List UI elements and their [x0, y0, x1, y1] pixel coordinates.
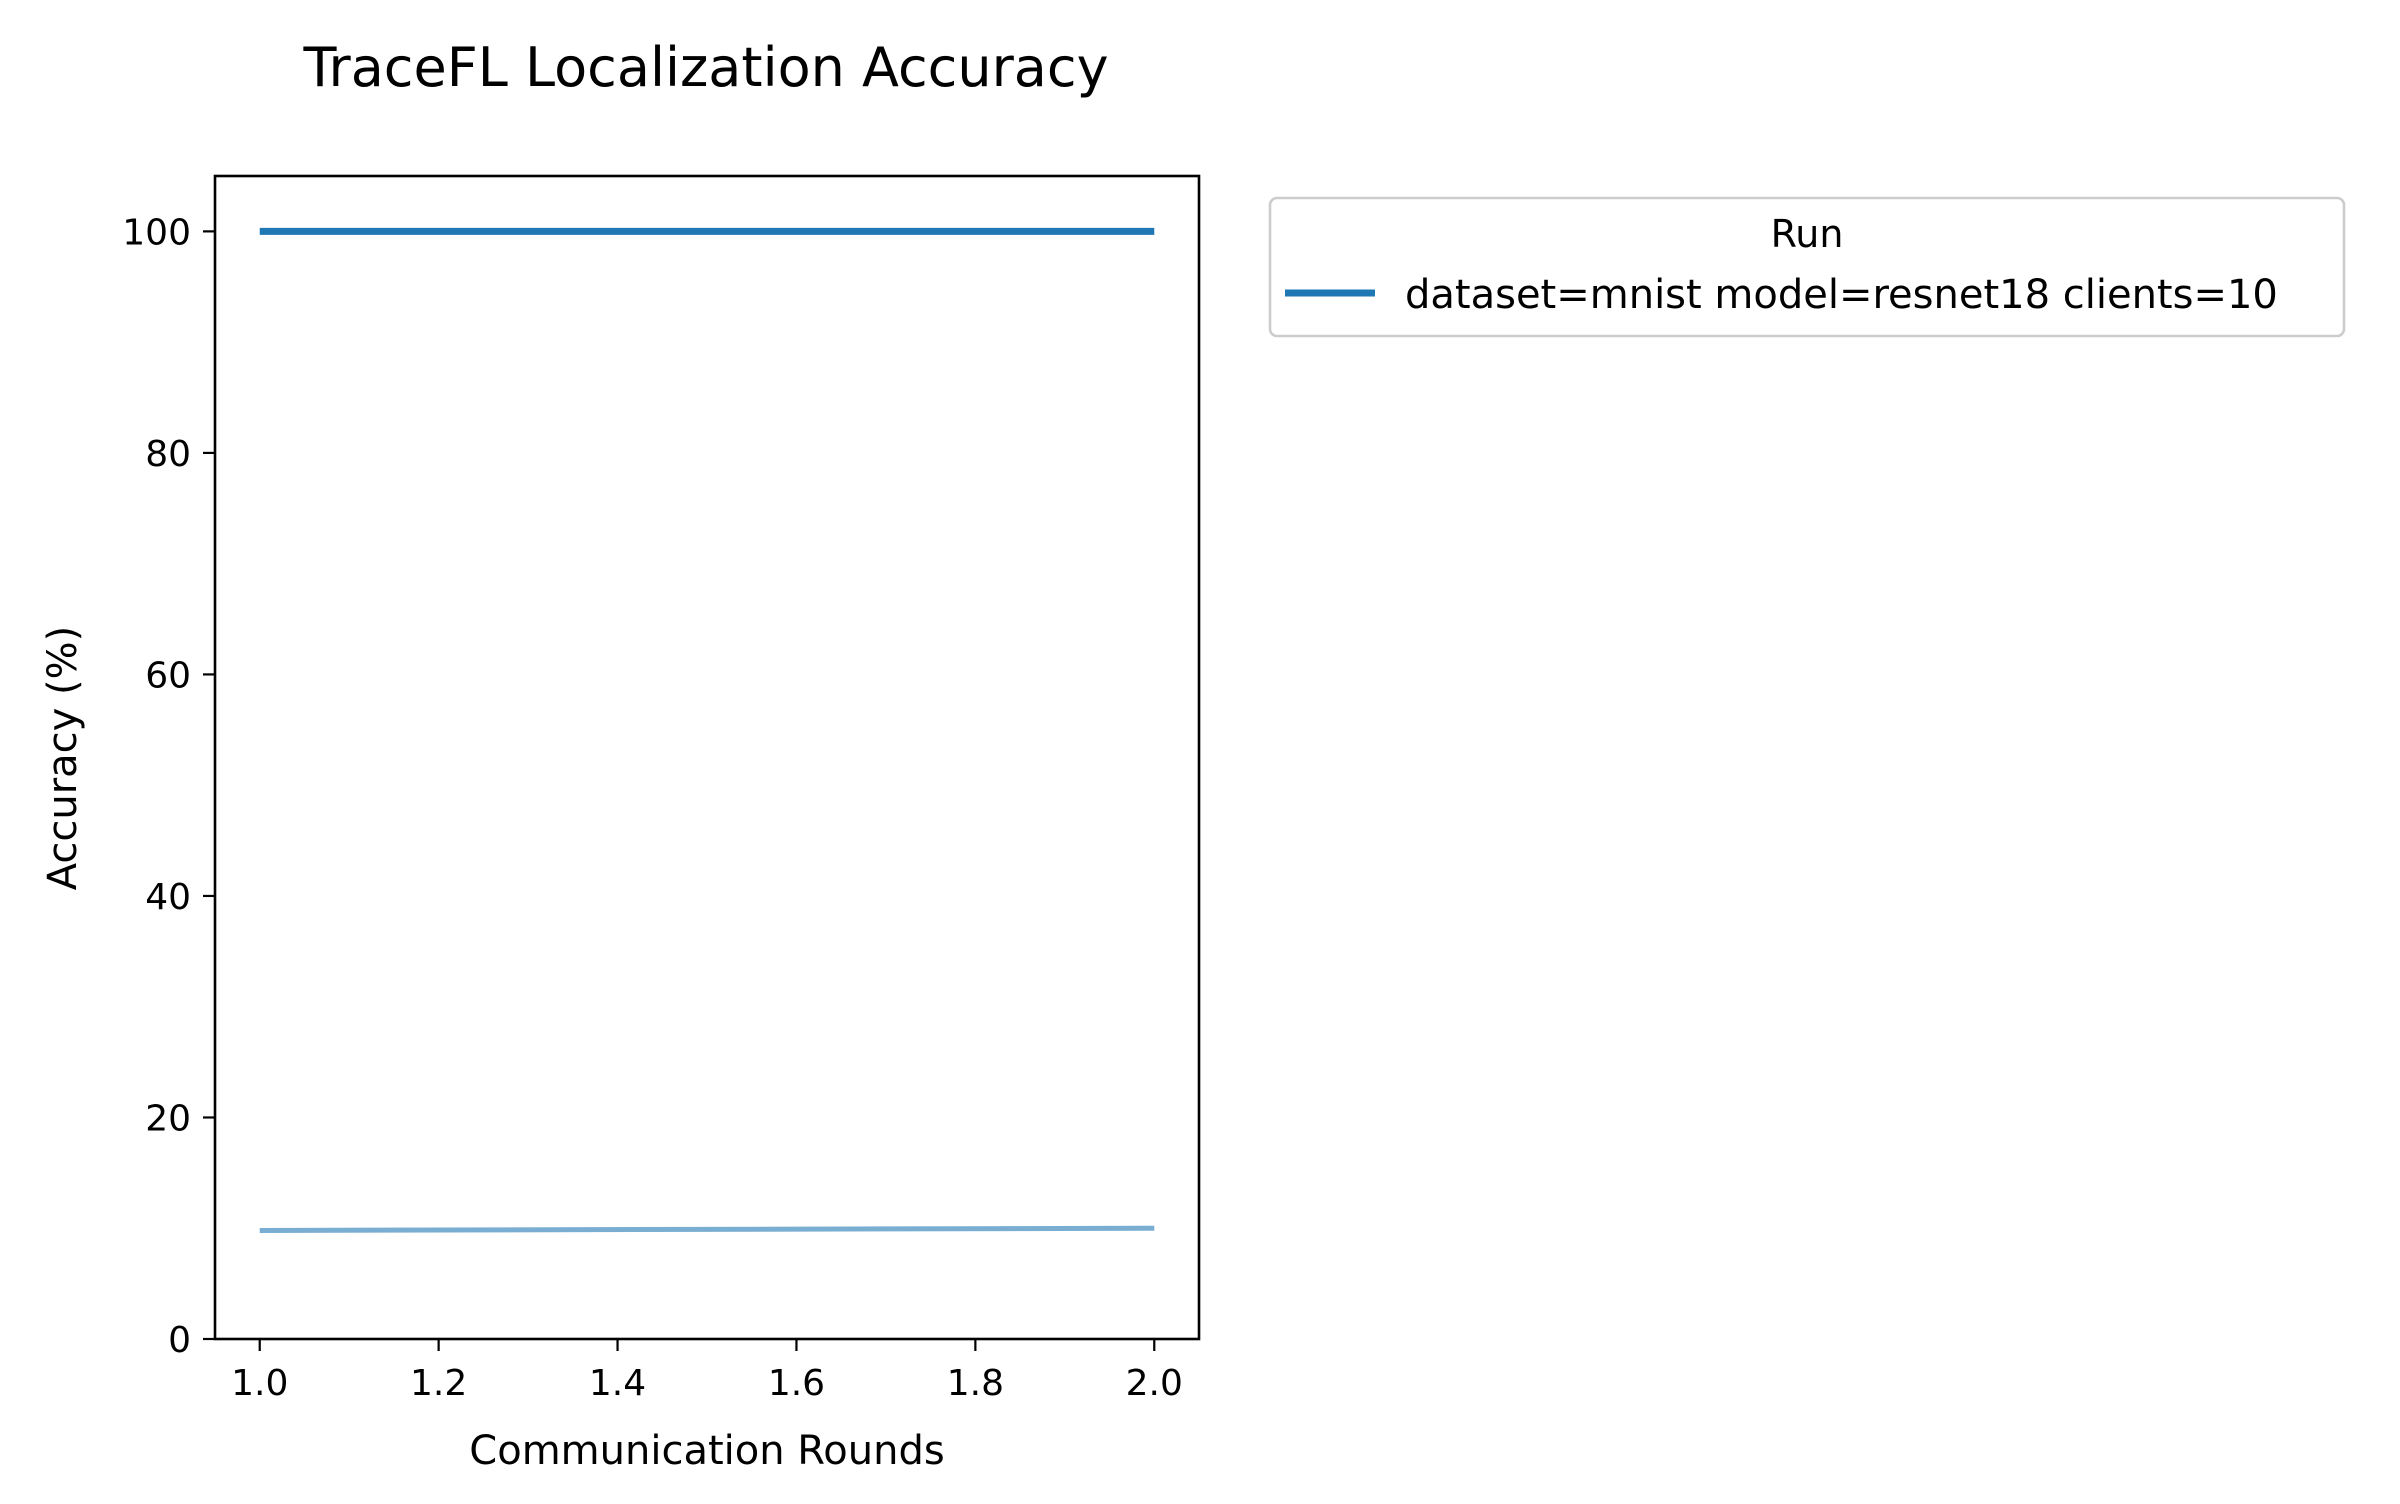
legend-box: [1268, 196, 2346, 338]
x-tick-label: 2.0: [1126, 1363, 1183, 1404]
axes-frame: [213, 174, 1201, 1341]
y-tick-label: 60: [145, 655, 191, 696]
plot-area: [259, 227, 1155, 1233]
y-tick-label: 20: [145, 1098, 191, 1139]
y-tick-label: 40: [145, 877, 191, 918]
x-axis-label: Communication Rounds: [469, 1428, 944, 1474]
x-tick-label: 1.6: [768, 1363, 825, 1404]
x-tick-label: 1.4: [589, 1363, 646, 1404]
x-tick-label: 1.8: [947, 1363, 1004, 1404]
y-axis-ticks: 0 20 40 60 80 100: [122, 212, 215, 1361]
y-axis-label: Accuracy (%): [40, 626, 86, 891]
legend-title: Run: [1771, 212, 1844, 256]
legend-entries: dataset=mnist model=resnet18 clients=10: [1285, 272, 2278, 318]
series-line-2: [259, 1225, 1155, 1233]
x-axis-ticks: 1.0 1.2 1.4 1.6 1.8 2.0: [231, 1339, 1183, 1404]
legend: Run dataset=mnist model=resnet18 clients…: [1268, 196, 2346, 338]
x-tick-label: 1.2: [410, 1363, 467, 1404]
y-tick-label: 80: [145, 434, 191, 475]
x-tick-label: 1.0: [231, 1363, 288, 1404]
y-tick-label: 100: [122, 212, 191, 253]
legend-entry-label: dataset=mnist model=resnet18 clients=10: [1405, 272, 2278, 318]
y-tick-label: 0: [168, 1320, 191, 1361]
chart-title: TraceFL Localization Accuracy: [302, 36, 1108, 99]
